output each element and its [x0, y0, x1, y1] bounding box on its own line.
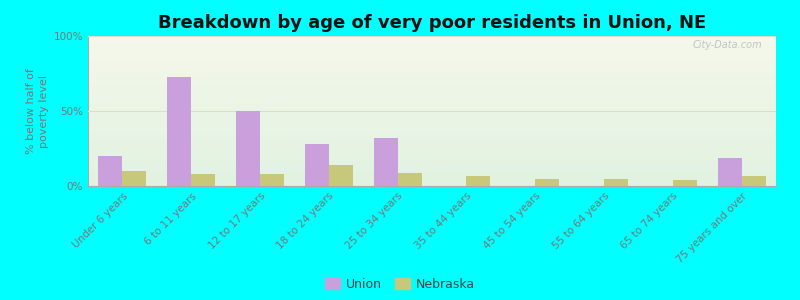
Bar — [305, 144, 329, 186]
Y-axis label: % below half of
poverty level: % below half of poverty level — [26, 68, 50, 154]
Bar — [260, 174, 284, 186]
Legend: Union, Nebraska: Union, Nebraska — [325, 278, 475, 291]
Bar — [191, 174, 215, 186]
Bar — [718, 158, 742, 186]
Bar — [236, 111, 260, 186]
Bar — [466, 176, 490, 186]
Bar — [398, 172, 422, 186]
Bar — [374, 138, 398, 186]
Bar — [98, 156, 122, 186]
Bar — [535, 178, 559, 186]
Text: City-Data.com: City-Data.com — [693, 40, 762, 50]
Bar — [604, 178, 628, 186]
Bar — [167, 76, 191, 186]
Bar — [742, 176, 766, 186]
Title: Breakdown by age of very poor residents in Union, NE: Breakdown by age of very poor residents … — [158, 14, 706, 32]
Bar — [329, 165, 353, 186]
Bar — [673, 180, 697, 186]
Bar — [122, 171, 146, 186]
